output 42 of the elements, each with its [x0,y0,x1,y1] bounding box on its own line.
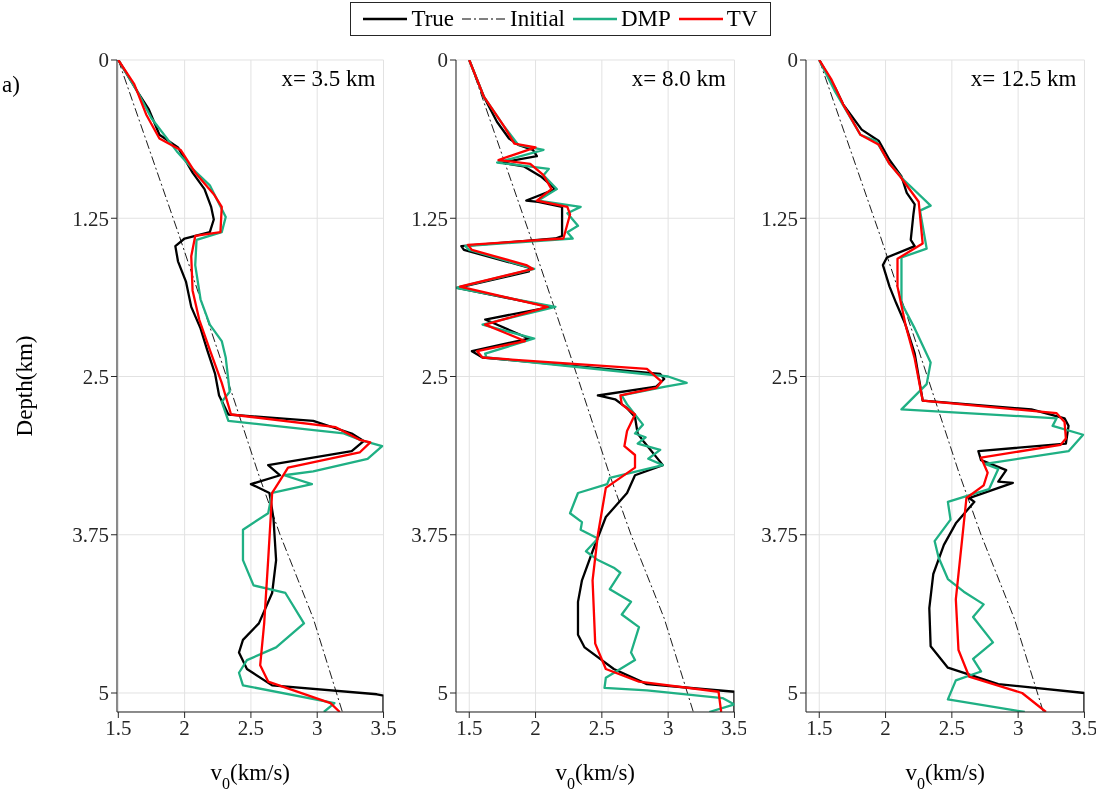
x-tick-label: 2 [179,715,190,740]
y-tick-label: 2.5 [82,364,109,389]
x-tick-label: 3 [1012,715,1024,740]
legend-label: True [411,6,455,32]
chart-title: x= 3.5 km [280,66,376,92]
x-tick-label: 2.5 [237,715,265,740]
x-tick-label: 3.5 [720,715,748,740]
x-tick-label: 3 [311,715,323,740]
y-tick-label: 5 [98,681,109,706]
x-tick-label: 3.5 [370,715,397,740]
y-tick-label: 1.25 [761,206,798,231]
y-tick-label: 3.75 [72,523,109,548]
x-tick-label: 2.5 [938,715,965,740]
x-tick-label: 2 [880,715,891,740]
x-tick-label: 3 [662,715,673,740]
legend-label: DMP [621,6,671,32]
y-tick-label: 0 [787,48,798,73]
y-axis-title: Depth(km) [12,335,37,437]
x-axis-title: v$_{0}$(km/s) [554,759,635,792]
x-axis-title: v$_{0}$(km/s) [905,759,985,792]
y-tick-label: 1.25 [72,206,109,231]
x-axis-title: v$_{0}$(km/s) [210,759,291,792]
legend-label: Initial [510,6,565,32]
y-tick-label: 5 [437,681,448,706]
y-tick-label: 1.25 [410,206,448,231]
y-tick-label: 3.75 [410,523,448,548]
x-tick-label: 1.5 [105,715,132,740]
legend-label: TV [726,6,758,32]
y-tick-label: 2.5 [421,364,448,389]
y-tick-label: 2.5 [771,364,798,389]
y-tick-label: 5 [787,681,798,706]
x-tick-label: 2 [529,715,541,740]
y-tick-label: 3.75 [761,523,798,548]
x-tick-label: 2.5 [588,715,615,740]
x-tick-label: 1.5 [455,715,482,740]
y-tick-label: 0 [98,48,109,73]
x-tick-label: 1.5 [806,715,833,740]
text: a) [2,72,20,98]
y-tick-label: 0 [437,48,448,73]
x-tick-label: 3.5 [1071,715,1098,740]
chart-title: x= 12.5 km [969,66,1077,92]
chart-title: x= 8.0 km [630,66,726,92]
